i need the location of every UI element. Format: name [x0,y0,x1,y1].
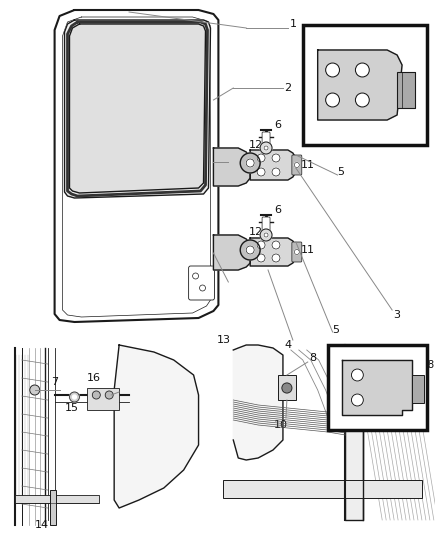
Circle shape [272,154,280,162]
Circle shape [264,233,268,237]
Circle shape [257,168,265,176]
Circle shape [246,159,254,167]
Text: 18: 18 [412,347,426,357]
Circle shape [30,385,40,395]
Circle shape [257,241,265,249]
Circle shape [240,240,260,260]
Circle shape [294,163,299,167]
Text: 18: 18 [410,45,424,55]
Text: 10: 10 [274,420,288,430]
Text: 8: 8 [309,353,316,363]
Polygon shape [64,20,211,198]
Polygon shape [233,345,283,460]
Bar [49,490,56,525]
FancyBboxPatch shape [292,155,302,175]
Circle shape [257,254,265,262]
Bar [412,375,424,403]
Circle shape [282,383,292,393]
Text: 16: 16 [87,373,101,383]
Bar [278,375,296,400]
FancyBboxPatch shape [262,132,270,148]
Text: 6: 6 [275,120,282,130]
Circle shape [325,93,339,107]
Circle shape [351,394,364,406]
Circle shape [334,403,357,427]
Circle shape [240,153,260,173]
Circle shape [193,273,198,279]
Text: 13: 13 [216,152,230,162]
Text: 15: 15 [64,403,78,413]
Bar [15,495,99,503]
Circle shape [355,93,369,107]
Circle shape [272,254,280,262]
Polygon shape [114,345,198,508]
Text: 7: 7 [51,377,58,387]
Text: 12: 12 [249,140,263,150]
Bar [328,345,427,430]
Circle shape [355,63,369,77]
Circle shape [264,146,268,150]
Circle shape [294,249,299,254]
Text: 9: 9 [374,345,381,355]
Text: 12: 12 [249,227,263,237]
Circle shape [272,168,280,176]
Polygon shape [70,24,205,193]
Text: 5: 5 [337,167,344,177]
Polygon shape [250,238,296,266]
Text: 11: 11 [301,160,315,170]
Circle shape [72,395,77,399]
Text: 3: 3 [394,310,401,320]
Polygon shape [213,235,250,270]
Polygon shape [343,360,412,415]
Text: 11: 11 [301,245,315,255]
Text: 2: 2 [284,83,291,93]
Circle shape [260,142,272,154]
Polygon shape [250,150,296,180]
Circle shape [325,63,339,77]
Text: 6: 6 [275,205,282,215]
Bar [87,388,119,410]
Text: 17: 17 [117,383,131,393]
Circle shape [257,154,265,162]
Circle shape [105,391,113,399]
Circle shape [70,392,79,402]
Text: 18: 18 [422,360,435,370]
FancyBboxPatch shape [292,242,302,262]
Bar [303,25,427,145]
Text: 4: 4 [284,340,291,350]
Text: 5: 5 [332,325,339,335]
Bar [223,480,422,498]
Bar [346,345,364,520]
Bar [397,72,415,108]
Text: 18: 18 [417,52,430,62]
Text: 14: 14 [35,520,49,530]
Text: 1: 1 [290,19,297,29]
FancyBboxPatch shape [189,266,215,300]
Polygon shape [318,50,402,120]
Text: 13: 13 [216,335,230,345]
Circle shape [351,369,364,381]
Circle shape [260,229,272,241]
FancyBboxPatch shape [262,217,270,233]
Circle shape [92,391,100,399]
Polygon shape [213,148,250,186]
Circle shape [200,285,205,291]
Circle shape [272,241,280,249]
Polygon shape [55,10,219,322]
Circle shape [246,246,254,254]
